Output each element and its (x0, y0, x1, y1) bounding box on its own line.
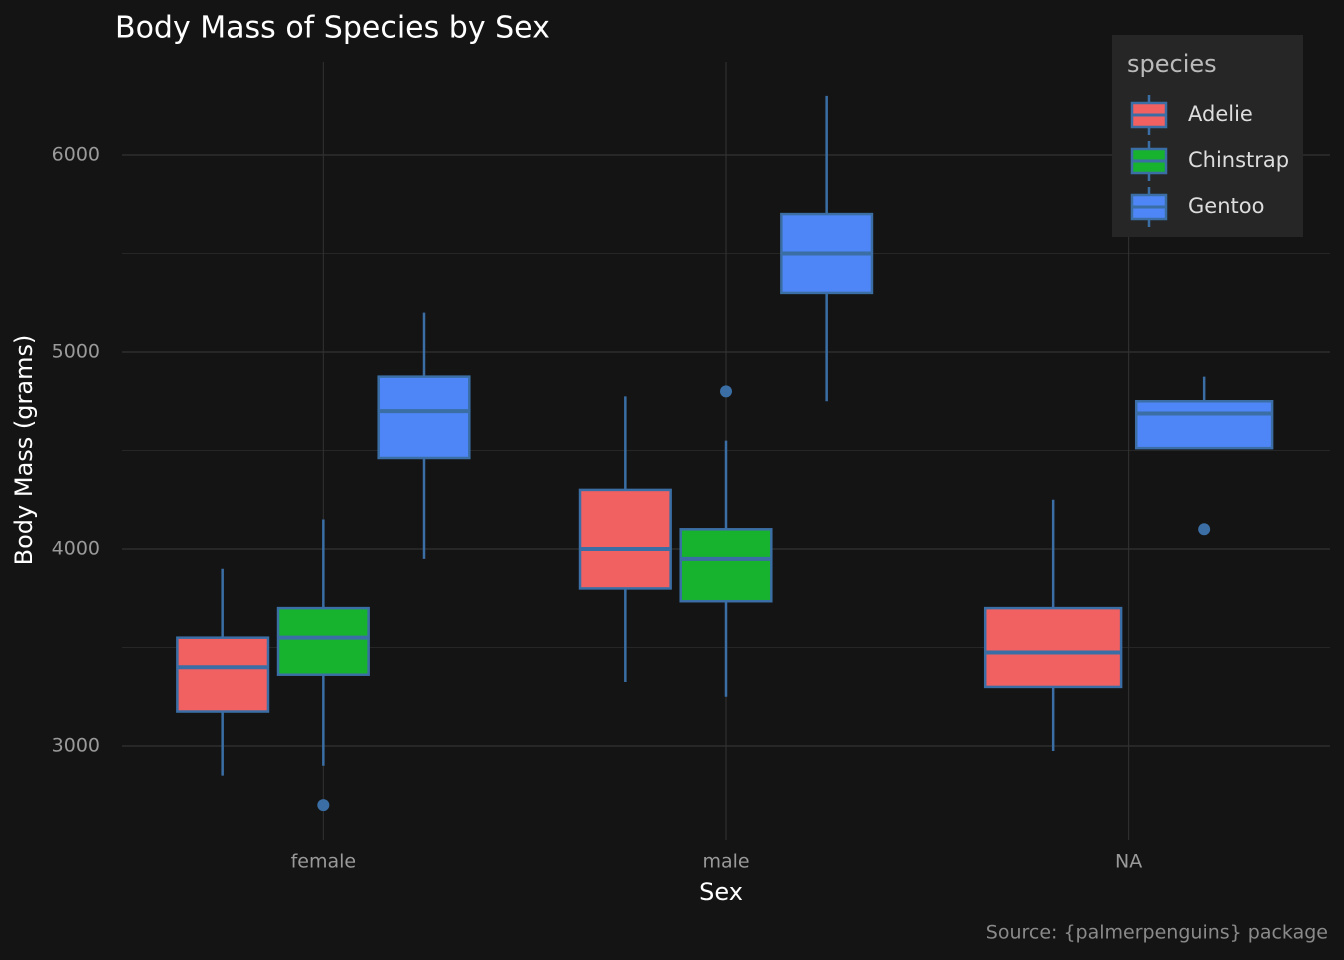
box (276, 606, 370, 676)
y-tick-label: 6000 (52, 143, 100, 165)
outlier (720, 385, 732, 398)
caption: Source: {palmerpenguins} package (986, 922, 1328, 944)
chart-title: Body Mass of Species by Sex (115, 11, 550, 46)
x-axis-title: Sex (699, 878, 743, 906)
box (176, 636, 270, 713)
legend-label: Chinstrap (1188, 148, 1289, 172)
box (1134, 400, 1274, 450)
legend-label: Gentoo (1188, 194, 1264, 218)
box (983, 606, 1123, 689)
box (679, 528, 773, 603)
box (578, 488, 672, 590)
y-tick-label: 4000 (52, 538, 100, 560)
x-tick-label: male (702, 851, 749, 873)
x-tick-label: female (291, 851, 357, 873)
y-tick-label: 5000 (52, 341, 100, 363)
outlier (317, 799, 330, 812)
x-tick-label: NA (1115, 851, 1142, 873)
legend-label: Adelie (1188, 102, 1253, 126)
outlier (1198, 523, 1211, 536)
box (377, 375, 471, 460)
y-axis-title: Body Mass (grams) (10, 335, 38, 566)
y-tick-label: 3000 (52, 735, 100, 757)
legend-title: species (1127, 50, 1217, 78)
